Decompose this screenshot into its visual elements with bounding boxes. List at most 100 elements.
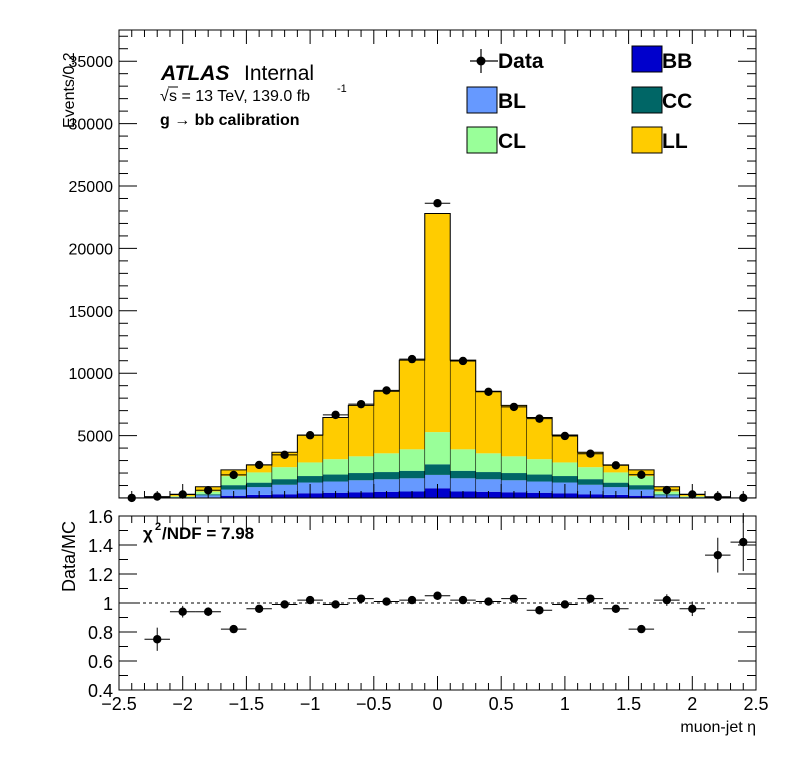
- ratio-marker: [458, 595, 468, 605]
- bar-ll: [322, 417, 349, 460]
- bar-bl: [501, 480, 527, 493]
- ratio-marker: [254, 604, 264, 613]
- bar-ll: [297, 434, 323, 463]
- chi2-superscript: 2: [155, 521, 161, 533]
- ratio-marker: [637, 624, 646, 634]
- bar-bl: [399, 478, 425, 492]
- ratio-point: [297, 595, 323, 605]
- upper-x-ticks: [118, 30, 757, 498]
- bar-cc: [373, 472, 400, 480]
- ratio-y-tick-label: 0.6: [88, 652, 113, 672]
- bar-bl: [577, 484, 604, 495]
- ratio-point: [679, 601, 706, 617]
- x-tick-label: −1: [300, 694, 321, 714]
- bar-cl: [603, 472, 629, 483]
- legend: Data BB BL CC CL LL: [466, 45, 692, 154]
- bar-cc: [424, 464, 451, 475]
- y-tick-label: 20000: [69, 241, 114, 258]
- selection-label: g → bb calibration: [160, 112, 300, 129]
- data-marker: [433, 199, 442, 208]
- ratio-marker: [560, 600, 570, 609]
- data-marker: [637, 470, 646, 479]
- atlas-status: Internal: [244, 62, 314, 85]
- ratio-marker: [484, 597, 493, 606]
- bar-cl: [526, 459, 553, 475]
- ratio-y-tick-label: 1.6: [88, 507, 113, 527]
- legend-swatch-ll: [631, 126, 663, 154]
- ratio-marker: [688, 604, 697, 613]
- stack-total-outline: [119, 212, 756, 499]
- data-point: [526, 414, 553, 423]
- legend-item-bl: BL: [466, 86, 526, 114]
- x-tick-label: −2.5: [101, 694, 137, 714]
- legend-swatch-bl: [466, 86, 498, 114]
- data-point: [654, 485, 680, 495]
- lower-y-ticks: 0.4 0.6 0.8 1 1.2 1.4 1.6: [88, 507, 756, 701]
- bar-cl: [220, 476, 247, 486]
- data-marker: [280, 450, 289, 460]
- ratio-panel: 0.4 0.6 0.8 1 1.2 1.4 1.6 −2.5 −2 −1.5 −1 −0.5 0 0.5…: [59, 507, 769, 736]
- bar-cl: [628, 476, 655, 486]
- bar-ll: [577, 452, 604, 468]
- bar-cc: [628, 485, 655, 490]
- bar-cc: [450, 470, 476, 479]
- data-point: [373, 386, 400, 395]
- y-tick-label: 5000: [77, 429, 113, 446]
- data-point: [552, 431, 578, 441]
- bar-cl: [552, 462, 578, 477]
- ratio-point: [195, 607, 221, 617]
- ratio-point: [271, 600, 298, 609]
- ratio-marker: [713, 550, 722, 560]
- data-point: [450, 356, 476, 366]
- bar-cl: [373, 453, 400, 473]
- bar-cc: [501, 473, 527, 481]
- ratio-points: [144, 513, 756, 651]
- ratio-point: [246, 604, 272, 613]
- ratio-point: [424, 591, 451, 600]
- y-tick-label: 15000: [69, 304, 114, 321]
- ratio-point: [450, 595, 476, 605]
- ratio-y-tick-label: 0.8: [88, 623, 113, 643]
- bar-bl: [322, 481, 349, 493]
- ratio-point: [501, 594, 527, 603]
- ratio-point: [577, 594, 604, 603]
- legend-item-ll: LL: [631, 126, 688, 154]
- ratio-y-tick-label: 0.4: [88, 681, 113, 701]
- legend-label-bl: BL: [498, 90, 526, 113]
- ratio-marker: [739, 537, 748, 547]
- ratio-marker: [535, 606, 544, 615]
- legend-label-bb: BB: [662, 50, 692, 73]
- data-point: [399, 354, 425, 364]
- data-point: [501, 402, 527, 412]
- data-point: [475, 387, 502, 396]
- atlas-label: ATLAS: [160, 62, 229, 85]
- chi2-value: /NDF = 7.98: [162, 524, 254, 543]
- ratio-y-tick-label: 1.4: [88, 536, 113, 556]
- x-tick-label: −1.5: [229, 694, 265, 714]
- x-tick-label: 1: [560, 694, 570, 714]
- bar-cl: [348, 456, 374, 474]
- ratio-point: [526, 606, 553, 615]
- data-point: [195, 486, 221, 495]
- data-points: [119, 199, 756, 503]
- data-point: [322, 410, 349, 420]
- legend-item-data: Data: [470, 49, 544, 73]
- data-marker: [229, 470, 238, 480]
- ratio-point: [603, 604, 629, 613]
- bar-cc: [246, 482, 272, 488]
- bar-cl: [271, 467, 298, 480]
- ratio-marker: [305, 595, 315, 605]
- bar-ll: [373, 391, 400, 454]
- x-tick-label: 0.5: [489, 694, 514, 714]
- data-point: [297, 431, 323, 440]
- legend-item-cc: CC: [631, 86, 692, 114]
- ratio-point: [705, 537, 731, 573]
- ratio-y-tick-label: 1: [103, 594, 113, 614]
- energy-label: s = 13 TeV, 139.0 fb: [169, 88, 310, 105]
- ratio-marker: [229, 624, 238, 634]
- bar-cc: [322, 474, 349, 482]
- bar-ll: [348, 405, 374, 457]
- data-marker: [484, 387, 493, 396]
- ratio-marker: [586, 594, 595, 603]
- legend-item-bb: BB: [631, 45, 692, 73]
